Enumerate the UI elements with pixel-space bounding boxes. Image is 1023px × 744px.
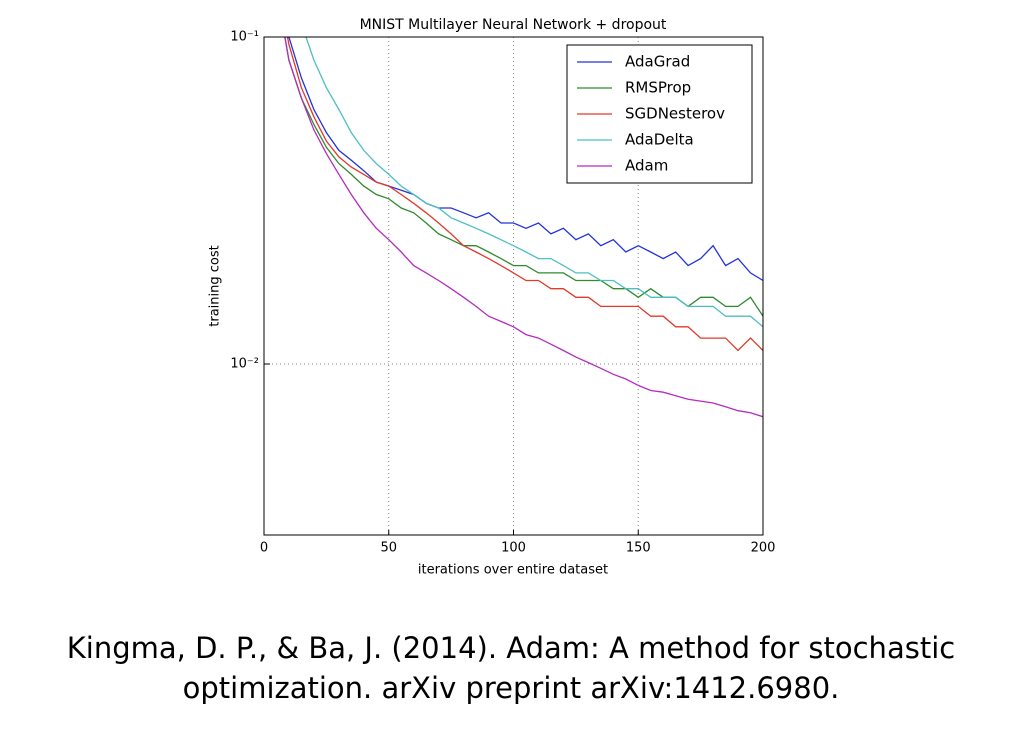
x-tick-label: 50 [380,541,397,556]
caption: Kingma, D. P., & Ba, J. (2014). Adam: A … [67,631,955,665]
x-tick-label: 0 [260,541,268,556]
x-axis-label: iterations over entire dataset [418,563,608,578]
x-tick-label: 200 [751,541,776,556]
series-line [305,37,763,328]
series-line [286,37,763,352]
plot-frame [263,36,764,536]
series-line [284,37,763,418]
legend-label: RMSProp [625,79,691,97]
legend-label: Adam [625,157,668,175]
plot-lines [284,37,763,418]
caption: optimization. arXiv preprint arXiv:1412.… [183,671,840,705]
y-tick-label: 10⁻² [230,357,259,372]
chart-title: MNIST Multilayer Neural Network + dropou… [360,17,667,33]
y-tick-label: 10⁻¹ [230,30,259,45]
y-axis-label: training cost [208,245,223,326]
legend-label: AdaDelta [625,131,694,149]
legend-label: AdaGrad [625,53,690,71]
x-tick-label: 100 [501,541,526,556]
x-tick-label: 150 [626,541,651,556]
series-line [288,37,763,282]
legend-label: SGDNesterov [625,105,725,123]
